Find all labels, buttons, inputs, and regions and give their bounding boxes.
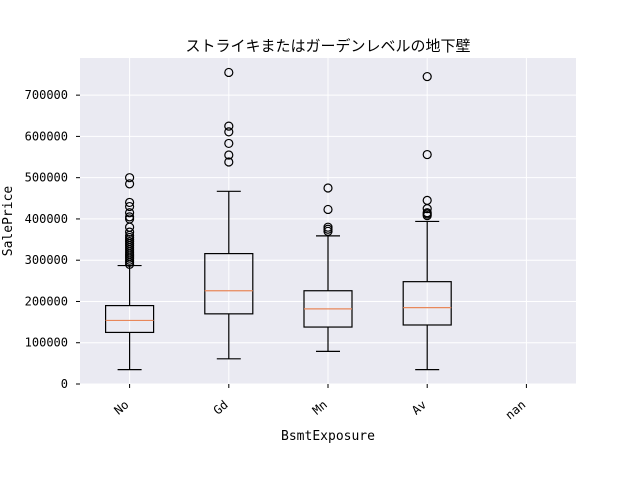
iqr-box [104, 304, 155, 334]
chart-title: ストライキまたはガーデンレベルの地下壁 [185, 37, 470, 55]
outlier-point [224, 138, 234, 149]
outlier-point [125, 208, 135, 218]
x-tick-label: No [111, 398, 131, 418]
y-tick-label: 0 [61, 377, 68, 391]
y-axis-label: SalePrice [1, 186, 16, 257]
outlier-point [125, 179, 135, 189]
y-tick-label: 400000 [25, 212, 68, 226]
x-tick-label: Mn [310, 398, 330, 418]
outlier-point [323, 204, 333, 215]
outlier-point [323, 183, 333, 193]
x-tick-label: nan [503, 398, 529, 423]
outlier-point [125, 227, 135, 237]
outlier-point [125, 212, 135, 222]
x-tick-label: Gd [211, 398, 231, 418]
outlier-point [422, 71, 432, 82]
x-tick-label: Av [409, 398, 429, 418]
x-axis-label: BsmtExposure [281, 429, 375, 444]
outlier-point [125, 201, 135, 212]
iqr-box [402, 281, 452, 326]
box-Av [402, 71, 452, 371]
outlier-point [125, 173, 135, 183]
boxes-group [104, 67, 452, 371]
outlier-point [224, 157, 234, 167]
outlier-point [323, 222, 333, 232]
y-tick-label: 100000 [25, 336, 68, 350]
outlier-point [224, 150, 234, 160]
outlier-point [224, 121, 234, 131]
y-tick-label: 700000 [25, 88, 68, 102]
outlier-point [422, 195, 432, 205]
box-No [104, 173, 155, 371]
outlier-point [422, 208, 432, 218]
y-tick-label: 600000 [25, 129, 68, 143]
y-tick-label: 500000 [25, 171, 68, 185]
x-axis-ticks: No Gd Mn Av nan [111, 384, 528, 422]
iqr-box [204, 253, 254, 315]
box-Mn [303, 183, 353, 352]
box-Gd [204, 67, 254, 360]
y-tick-label: 300000 [25, 253, 68, 267]
outlier-point [224, 67, 234, 78]
outlier-point [224, 127, 234, 137]
outlier-point [422, 149, 432, 160]
y-axis-ticks: 0 100000 200000 300000 400000 500000 600000 700… [25, 88, 80, 391]
outlier-point [125, 197, 135, 208]
y-tick-label: 200000 [25, 294, 68, 308]
